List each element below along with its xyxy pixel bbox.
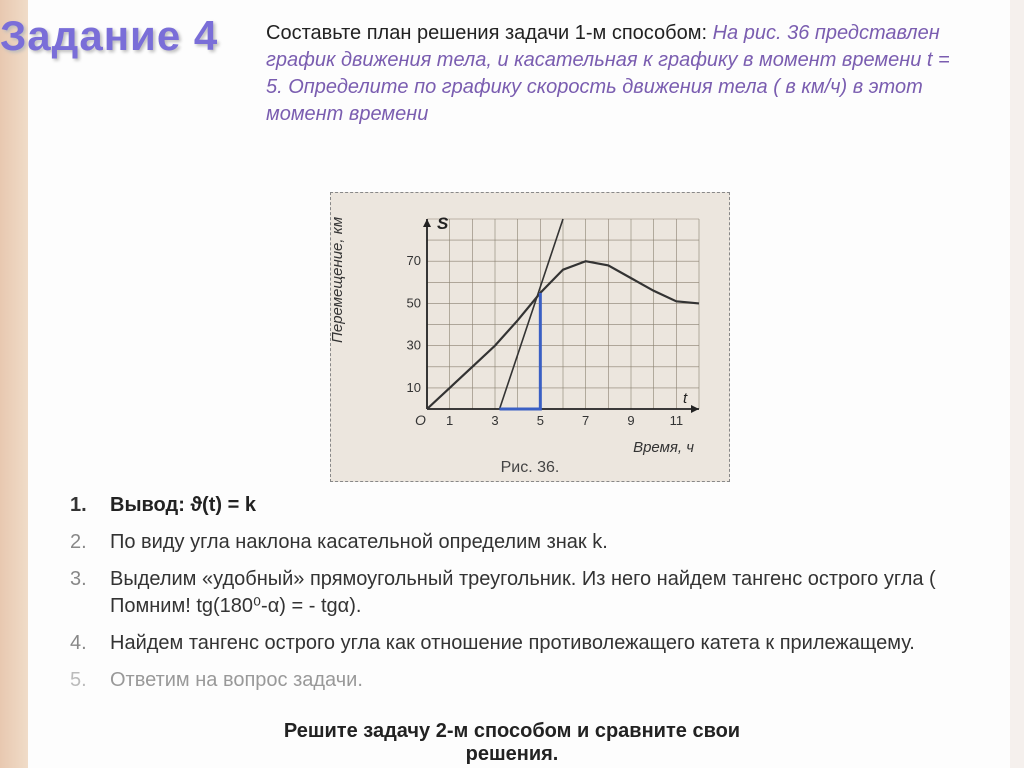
step-item: 5.Ответим на вопрос задачи. [70,667,950,694]
step-text: По виду угла наклона касательной определ… [110,529,608,556]
figure-caption: Рис. 36. [331,459,729,477]
intro-lead: Составьте план решения задачи 1-м способ… [266,22,713,44]
chart-plot-area: 1 3 5 7 9 11 10 30 50 70 O St [393,205,713,435]
step-number: 3. [70,566,110,620]
task-title: Задание 4 [0,12,218,60]
chart-figure: Перемещение, км 1 3 5 7 9 11 10 30 50 70 O St Время… [330,192,730,482]
step-item: 4.Найдем тангенс острого угла как отноше… [70,630,950,657]
chart-svg: 1 3 5 7 9 11 10 30 50 70 O St [393,205,713,435]
svg-text:10: 10 [407,380,421,395]
step-item: 2.По виду угла наклона касательной опред… [70,529,950,556]
svg-text:50: 50 [407,295,421,310]
svg-text:1: 1 [446,413,453,428]
svg-text:7: 7 [582,413,589,428]
step-text: Ответим на вопрос задачи. [110,667,363,694]
svg-text:S: S [437,214,449,233]
step-item: 3.Выделим «удобный» прямоугольный треуго… [70,566,950,620]
svg-text:O: O [415,412,426,428]
step-text: Найдем тангенс острого угла как отношени… [110,630,915,657]
decorative-right-bar [1010,0,1024,768]
svg-text:11: 11 [670,413,684,428]
step-number: 2. [70,529,110,556]
step-text: Вывод: ϑ(t) = k [110,492,256,519]
step-item: 1.Вывод: ϑ(t) = k [70,492,950,519]
svg-text:70: 70 [407,253,421,268]
task-intro: Составьте план решения задачи 1-м способ… [266,20,966,128]
svg-text:3: 3 [491,413,498,428]
bottom-line1: Решите задачу 2-м способом и сравните св… [284,720,740,742]
bottom-instruction: Решите задачу 2-м способом и сравните св… [0,720,1024,766]
chart-xlabel: Время, ч [633,439,694,456]
bottom-line2: решения. [466,743,559,765]
step-number: 5. [70,667,110,694]
svg-text:9: 9 [627,413,634,428]
step-number: 1. [70,492,110,519]
svg-text:30: 30 [407,338,421,353]
step-text: Выделим «удобный» прямоугольный треуголь… [110,566,950,620]
decorative-left-bar [0,0,28,768]
svg-text:t: t [683,390,688,407]
step-number: 4. [70,630,110,657]
svg-text:5: 5 [537,413,544,428]
solution-steps-list: 1.Вывод: ϑ(t) = k2.По виду угла наклона … [70,492,950,704]
chart-ylabel: Перемещение, км [329,217,346,343]
